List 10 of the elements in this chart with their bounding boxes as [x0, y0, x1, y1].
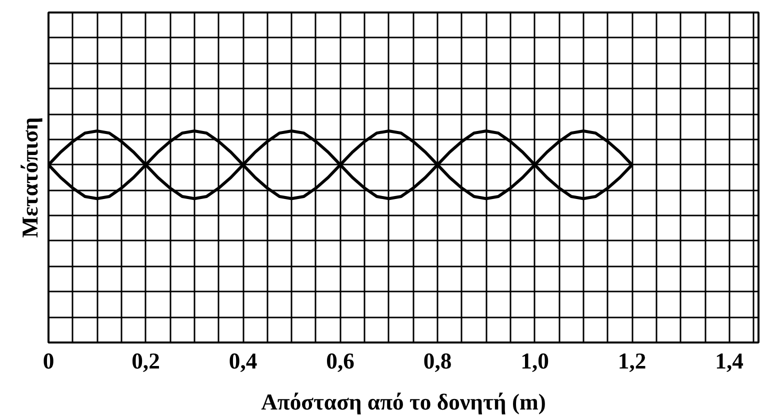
x-tick-label: 0,4 [228, 348, 258, 374]
x-tick-label: 0 [42, 348, 54, 374]
x-tick-label: 1,4 [715, 348, 744, 374]
x-tick-label: 0,2 [132, 348, 160, 374]
x-tick-label: 1,2 [618, 348, 646, 374]
y-axis-title: Μετατόπιση [18, 117, 42, 238]
x-tick-label: 0,6 [326, 348, 354, 374]
x-axis-title: Απόσταση από το δονητή (m) [261, 390, 546, 414]
x-tick-label: 0,8 [423, 348, 452, 374]
x-tick-label: 1,0 [520, 348, 549, 374]
